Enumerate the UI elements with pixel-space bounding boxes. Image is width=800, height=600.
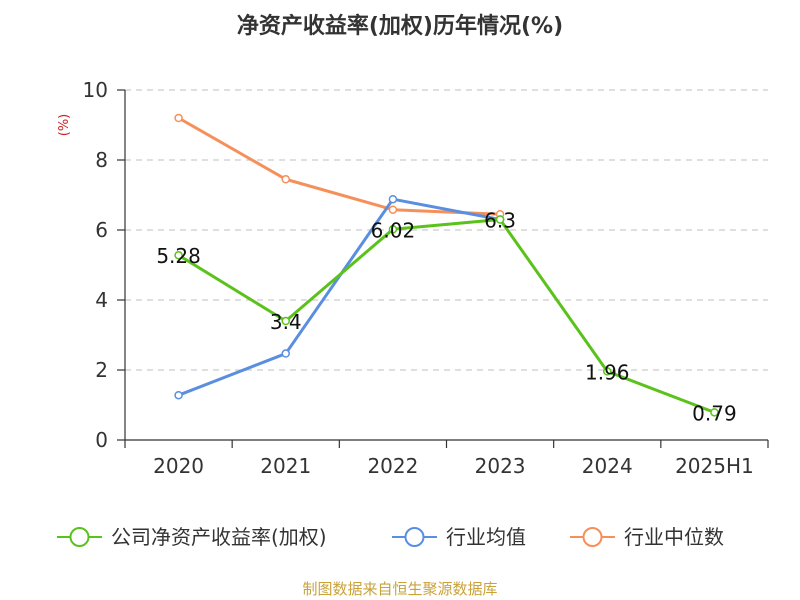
grid: [125, 89, 768, 371]
legend-label: 行业均值: [446, 525, 526, 549]
x-tick-label: 2020: [153, 454, 204, 478]
series-1: [174, 194, 505, 400]
legend-label: 行业中位数: [624, 525, 724, 549]
chart-title: 净资产收益率(加权)历年情况(%): [237, 13, 563, 39]
data-label: 6.3: [484, 209, 516, 233]
y-tick-label: 6: [95, 218, 108, 242]
data-label: 0.79: [692, 401, 737, 425]
x-tick-label: 2025H1: [675, 454, 754, 478]
data-point: [281, 349, 290, 358]
data-point: [281, 175, 290, 184]
legend-label: 公司净资产收益率(加权): [111, 525, 327, 549]
data-point: [388, 225, 398, 234]
data-point: [281, 316, 290, 326]
y-tick-label: 2: [95, 358, 108, 382]
data-label: 6.02: [371, 218, 416, 242]
data-point: [388, 205, 398, 214]
data-point: [174, 390, 183, 400]
data-label: 1.96: [585, 360, 630, 384]
y-tick-label: 8: [95, 148, 108, 172]
data-label: 5.28: [156, 244, 201, 268]
y-tick-label: 0: [95, 428, 108, 452]
x-tick-label: 2023: [475, 454, 526, 478]
legend-marker: [582, 527, 603, 547]
data-point: [495, 215, 505, 224]
legend-item-2: 行业中位数: [570, 525, 724, 549]
data-point: [174, 113, 183, 123]
series-line: [177, 218, 715, 414]
source-text: 制图数据来自恒生聚源数据库: [302, 580, 497, 598]
y-tick-label: 4: [95, 288, 108, 312]
y-axis-unit: (%): [57, 114, 72, 137]
legend-marker: [404, 527, 425, 547]
series-layer: [174, 113, 719, 417]
legend-item-1: 行业均值: [392, 525, 526, 549]
series-line: [178, 197, 501, 397]
data-labels: 5.28 3.4 6.02 6.3 1.96 0.79: [156, 209, 736, 426]
data-point: [603, 367, 612, 376]
data-point: [388, 194, 398, 204]
series-line: [177, 116, 501, 216]
legend-marker: [69, 527, 90, 547]
data-point: [174, 250, 183, 260]
x-tick-label: 2021: [260, 454, 311, 478]
data-point: [710, 408, 719, 417]
legend: 公司净资产收益率(加权) 行业均值 行业中位数: [57, 525, 724, 549]
series-0: [174, 215, 719, 417]
axes: 0 2 4 6 8 10 2020 2021 2022 2023 2024 2025H1: [83, 78, 769, 478]
data-label: 3.4: [270, 310, 302, 334]
x-tick-label: 2022: [367, 454, 418, 478]
y-tick-label: 10: [83, 78, 108, 102]
legend-item-0: 公司净资产收益率(加权): [57, 525, 327, 549]
x-tick-label: 2024: [582, 454, 633, 478]
series-2: [174, 113, 505, 219]
